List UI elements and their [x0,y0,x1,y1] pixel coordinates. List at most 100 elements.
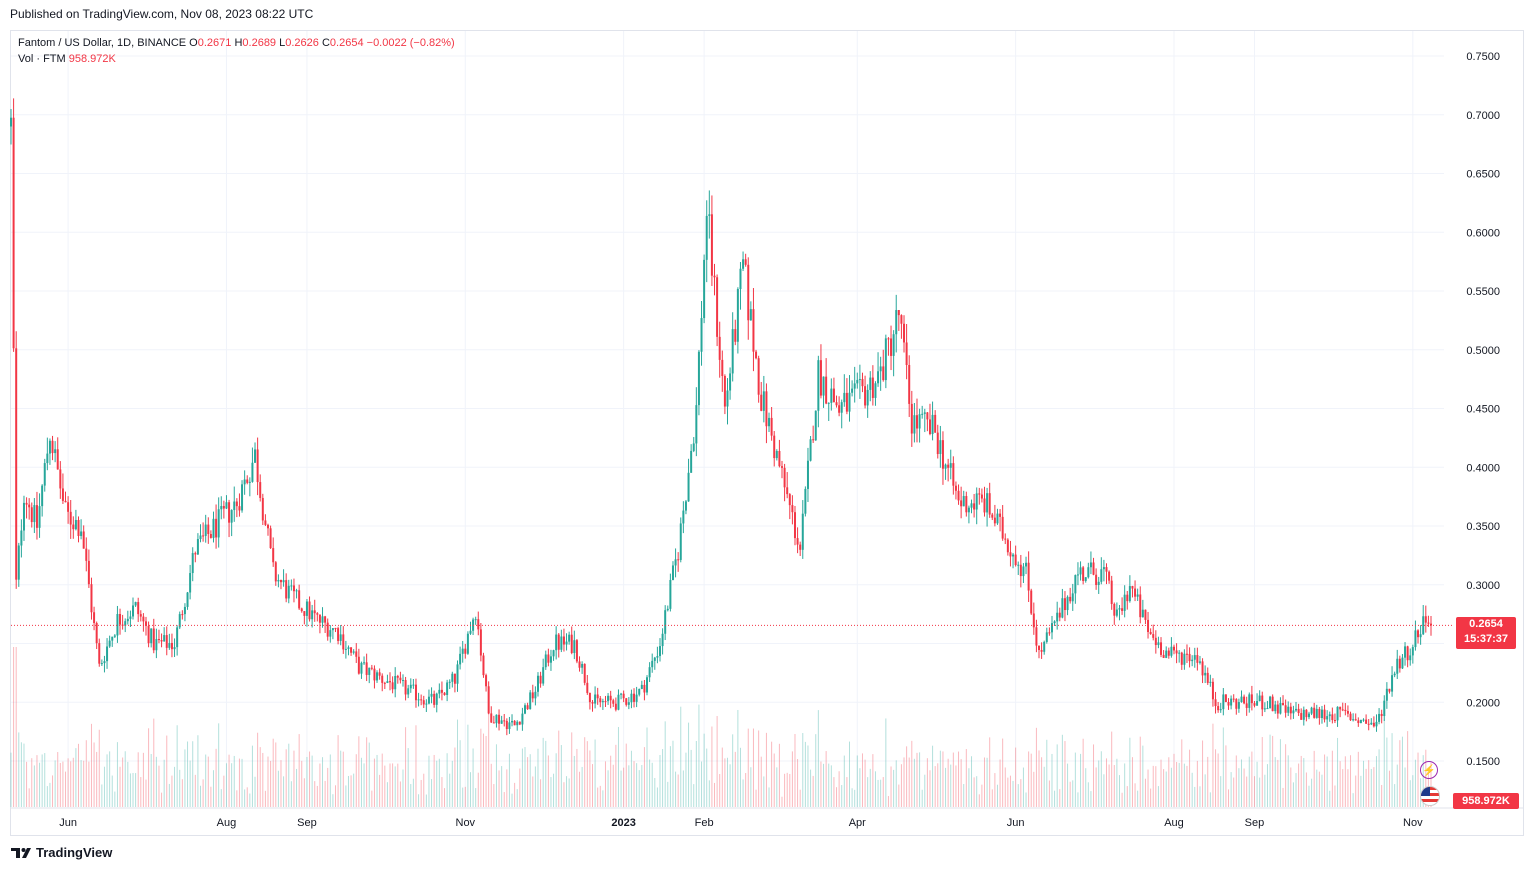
volume-bar [184,749,186,807]
candle-body [983,498,986,513]
candle-body [1102,567,1105,570]
volume-bar [503,792,505,807]
volume-bar [1030,753,1032,807]
candle-body [1315,708,1318,718]
volume-bar [594,739,596,807]
candle-body [474,619,477,621]
candle-body [228,502,231,523]
volume-bar [558,730,560,807]
volume-bar [1025,792,1027,807]
volume-bar [249,793,251,807]
candle-body [581,663,584,668]
candle-body [542,667,545,684]
candle-body [1193,655,1196,660]
volume-bar [1272,735,1274,807]
volume-bar [77,743,79,807]
open-label: O [189,37,198,49]
volume-bar [223,775,225,807]
candle-body [20,530,23,546]
volume-bar [1139,736,1141,807]
volume-bar [846,777,848,807]
candle-body [931,414,934,435]
volume-bar [298,734,300,807]
candle-body [708,214,711,216]
volume-bar [669,746,671,807]
volume-bar [192,741,194,807]
candle-body [853,383,856,389]
candle-body [988,493,991,515]
candle-body [1009,552,1012,557]
volume-bar [334,785,336,807]
candle-body [630,693,633,703]
volume-bar [794,734,796,807]
candle-body [93,612,96,623]
candle-body [503,720,506,722]
volume-bar [958,751,960,807]
candle-body [1222,694,1225,710]
candle-body [41,485,44,507]
volume-bar [1412,775,1414,807]
volume-bar [688,722,690,807]
candle-body [928,419,931,435]
candle-body [1230,698,1233,706]
volume-bar [672,740,674,807]
candle-body [1339,706,1342,710]
volume-bar [220,789,222,807]
volume-bar [495,744,497,807]
volume-bar [1191,772,1193,807]
y-tick-label: 0.4500 [1466,404,1500,416]
candle-body [781,466,784,468]
volume-bar [568,778,570,807]
candle-body [731,329,734,374]
volume-bar [1038,750,1040,807]
tradingview-footer[interactable]: TradingView [10,845,112,860]
candle-body [1396,658,1399,674]
volume-bar [1381,784,1383,807]
volume-bar [311,755,313,807]
volume-bar [1020,779,1022,807]
candle-body [1367,723,1370,725]
low-value: 0.2626 [285,37,319,49]
volume-bar [675,771,677,807]
volume-bar [771,741,773,807]
volume-bar [874,771,876,807]
volume-bar [1375,756,1377,807]
candle-body [355,651,358,657]
candle-body [12,117,15,349]
candle-body [534,691,537,699]
volume-bar [797,759,799,807]
candle-body [830,388,833,403]
candle-body [64,500,67,503]
volume-bar [1222,727,1224,807]
volume-bar [459,740,461,807]
candle-body [126,618,129,622]
candle-body [1409,655,1412,661]
candle-body [604,701,607,703]
volume-bar [228,754,230,807]
candle-body [61,488,64,501]
lightning-icon[interactable]: ⚡ [1420,761,1438,779]
us-flag-icon[interactable] [1420,786,1440,806]
candle-body [22,502,25,531]
volume-bar [591,764,593,807]
candle-body [1154,637,1157,646]
volume-bar [1230,772,1232,807]
volume-bar [960,759,962,807]
volume-bar [664,721,666,807]
volume-bar [1256,761,1258,807]
volume-bar [233,755,235,807]
candle-body [46,453,49,464]
countdown-value: 15:37:37 [1463,633,1509,646]
volume-bar [423,773,425,807]
volume-bar [1388,770,1390,807]
volume-bar [545,740,547,807]
candle-body [1313,707,1316,718]
candle-body [80,531,83,536]
candle-body [357,656,360,674]
candle-body [1066,596,1069,611]
candle-body [259,482,262,498]
candle-body [547,654,550,663]
published-caption: Published on TradingView.com, Nov 08, 20… [10,7,314,21]
candle-body [1352,719,1355,721]
